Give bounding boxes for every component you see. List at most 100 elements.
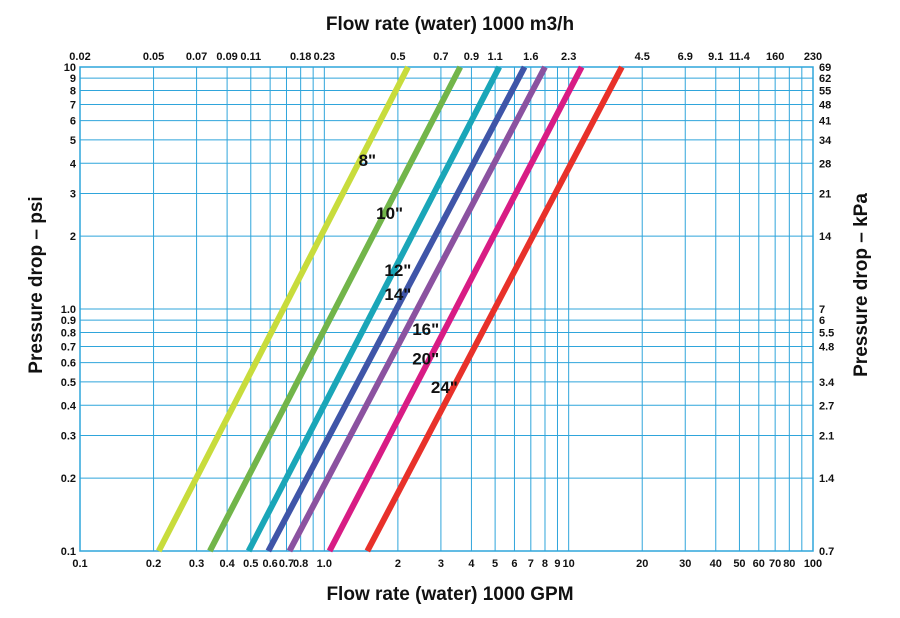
- grid: [79, 66, 814, 552]
- x2-tick-label: 9.1: [708, 51, 723, 63]
- tick-labels: 0.1 0.2 0.3 0.4 0.5 0.6 0.70.8 1.0 2 3 4 5 6 7 8 9 10 20 3…: [61, 51, 835, 570]
- x-tick-label: 2: [395, 558, 401, 570]
- x-tick-label: 100: [804, 558, 822, 570]
- x-tick-label: 9: [554, 558, 560, 570]
- y2-tick-label: 0.7: [819, 546, 834, 558]
- x-tick-label: 0.2: [146, 558, 161, 570]
- x-tick-label: 5: [492, 558, 498, 570]
- x-tick-label: 1.0: [317, 558, 332, 570]
- y-tick-label: 4: [70, 158, 77, 170]
- x2-tick-label: 0.11: [240, 51, 261, 63]
- y-tick-label: 0.3: [61, 431, 76, 443]
- plot-frame: [79, 66, 814, 552]
- y2-tick-label: 2.1: [819, 431, 834, 443]
- bottom-axis-title: Flow rate (water) 1000 GPM: [326, 584, 573, 605]
- x-tick-label: 8: [542, 558, 548, 570]
- x-tick-label: 0.5: [243, 558, 258, 570]
- series-line: [156, 65, 411, 553]
- y2-tick-label: 34: [819, 135, 832, 147]
- y-tick-label: 6: [70, 116, 76, 128]
- y2-tick-label: 5.5: [819, 327, 834, 339]
- y2-tick-label: 7: [819, 304, 825, 316]
- x-tick-label: 20: [636, 558, 648, 570]
- series-lines: [156, 65, 625, 553]
- y2-tick-label: 6: [819, 315, 825, 327]
- left-axis-title: Pressure drop – psi: [26, 196, 47, 373]
- x-tick-label: 0.7: [279, 558, 294, 570]
- series-label: 12": [384, 261, 411, 280]
- x2-tick-label: 1.6: [523, 51, 538, 63]
- y-tick-label: 5: [70, 135, 76, 147]
- x2-tick-label: 2.3: [561, 51, 576, 63]
- series-label: 14": [384, 285, 411, 304]
- series-line: [245, 65, 502, 553]
- x-tick-label: 30: [679, 558, 691, 570]
- y-tick-label: 0.1: [61, 546, 76, 558]
- y-tick-label: 10: [64, 62, 76, 74]
- y-tick-label: 1.0: [61, 304, 76, 316]
- x2-tick-label: 0.07: [186, 51, 207, 63]
- y2-tick-label: 2.7: [819, 400, 834, 412]
- series-line: [286, 65, 548, 553]
- y-tick-label: 0.2: [61, 473, 76, 485]
- x-tick-label: 0.8: [293, 558, 308, 570]
- series-label: 24": [431, 378, 458, 397]
- x-tick-label: 0.6: [262, 558, 277, 570]
- x2-tick-label: 0.09: [216, 51, 237, 63]
- series-label: 20": [412, 349, 439, 368]
- x-tick-label: 10: [563, 558, 575, 570]
- series-label: 16": [412, 320, 439, 339]
- series-line: [364, 65, 625, 553]
- x-tick-label: 40: [710, 558, 722, 570]
- y-tick-label: 7: [70, 99, 76, 111]
- x-tick-label: 60: [753, 558, 765, 570]
- y2-tick-label: 41: [819, 116, 831, 128]
- y2-tick-label: 14: [819, 231, 832, 243]
- y-tick-label: 3: [70, 189, 76, 201]
- series-line: [326, 65, 585, 553]
- y2-tick-label: 1.4: [819, 473, 835, 485]
- y-tick-label: 2: [70, 231, 76, 243]
- x2-tick-label: 230: [804, 51, 822, 63]
- x2-tick-label: 0.7: [433, 51, 448, 63]
- top-axis-title: Flow rate (water) 1000 m3/h: [326, 14, 574, 35]
- x-tick-label: 80: [783, 558, 795, 570]
- x-tick-label: 3: [438, 558, 444, 570]
- x2-tick-label: 160: [766, 51, 784, 63]
- x2-tick-label: 0.18: [290, 51, 311, 63]
- y2-tick-label: 3.4: [819, 377, 835, 389]
- series-line: [265, 65, 528, 553]
- x-tick-label: 6: [511, 558, 517, 570]
- y-tick-label: 0.9: [61, 315, 76, 327]
- y-tick-label: 0.6: [61, 358, 76, 370]
- y-tick-label: 9: [70, 73, 76, 85]
- x-tick-label: 0.4: [219, 558, 235, 570]
- series-line: [207, 65, 463, 553]
- x-tick-label: 0.1: [72, 558, 87, 570]
- y2-tick-label: 69: [819, 62, 831, 74]
- y-tick-label: 8: [70, 85, 76, 97]
- x2-tick-label: 0.5: [390, 51, 405, 63]
- y2-tick-label: 4.8: [819, 341, 834, 353]
- y2-tick-label: 62: [819, 73, 831, 85]
- y-tick-label: 0.7: [61, 341, 76, 353]
- x-tick-label: 50: [733, 558, 745, 570]
- x2-tick-label: 4.5: [635, 51, 650, 63]
- x2-tick-label: 6.9: [678, 51, 693, 63]
- x2-tick-label: 1.1: [487, 51, 502, 63]
- series-label: 10": [376, 204, 403, 223]
- y-tick-label: 0.4: [61, 400, 77, 412]
- right-axis-title: Pressure drop – kPa: [851, 193, 872, 377]
- series-label: 8": [359, 151, 377, 170]
- y2-tick-label: 21: [819, 189, 831, 201]
- x2-tick-label: 0.23: [314, 51, 335, 63]
- x-tick-label: 70: [769, 558, 781, 570]
- y2-tick-label: 55: [819, 85, 831, 97]
- x-tick-label: 7: [528, 558, 534, 570]
- series-labels: 8" 10" 12" 14"16" 20" 24": [359, 151, 458, 397]
- x2-tick-label: 11.4: [729, 51, 751, 63]
- y-tick-label: 0.8: [61, 327, 76, 339]
- x-tick-label: 0.3: [189, 558, 204, 570]
- x-tick-label: 4: [468, 558, 475, 570]
